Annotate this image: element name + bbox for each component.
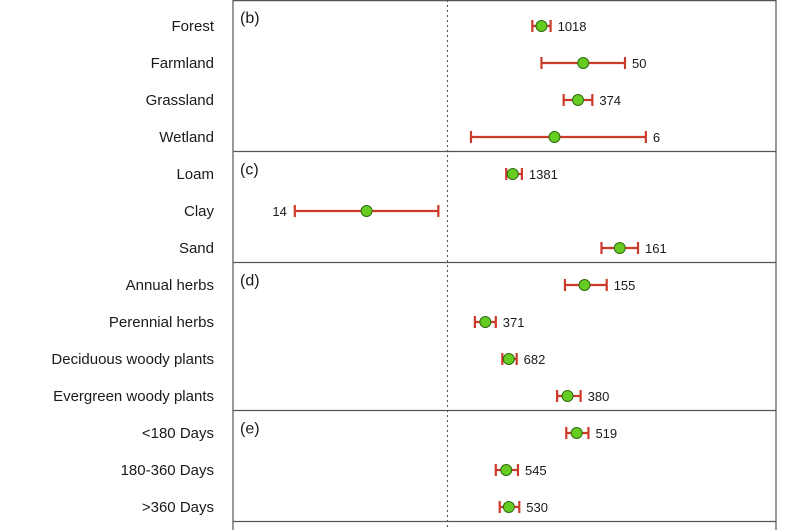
sample-size-label: 155 (614, 278, 636, 293)
sample-size-label: 1018 (558, 19, 587, 34)
category-label: Loam (176, 166, 214, 183)
category-label: Clay (184, 203, 215, 220)
sample-size-label: 50 (632, 56, 646, 71)
effect-point (570, 427, 583, 439)
effect-point (572, 94, 584, 106)
sample-size-label: 161 (645, 241, 667, 256)
sample-size-label: 519 (595, 426, 617, 441)
sample-size-label: 380 (588, 389, 610, 404)
effect-point (561, 390, 574, 402)
panel-label: (e) (240, 421, 260, 438)
category-label: Annual herbs (126, 277, 214, 294)
sample-size-label: 545 (525, 463, 547, 478)
effect-point (577, 57, 590, 69)
sample-size-label: 530 (526, 500, 548, 515)
sample-size-label: 1381 (529, 167, 558, 182)
panel-label: (c) (240, 162, 259, 179)
category-label: Perennial herbs (109, 314, 214, 331)
sample-size-label: 682 (524, 352, 546, 367)
effect-point (502, 353, 515, 365)
effect-point (535, 20, 548, 32)
category-label: 180-360 Days (121, 462, 214, 479)
sample-size-label: 371 (503, 315, 525, 330)
category-label: Evergreen woody plants (53, 388, 214, 405)
category-label: >360 Days (142, 499, 214, 516)
effect-point (479, 316, 492, 328)
category-label: Forest (171, 18, 214, 35)
sample-size-label: 374 (599, 93, 621, 108)
effect-point (502, 501, 515, 513)
category-label: Wetland (159, 129, 214, 146)
category-label: <180 Days (142, 425, 214, 442)
category-label: Deciduous woody plants (51, 351, 214, 368)
effect-point (613, 242, 626, 254)
effect-point (578, 279, 591, 291)
category-label: Grassland (146, 92, 214, 109)
sample-size-label: 14 (272, 204, 286, 219)
category-label: Sand (179, 240, 214, 257)
effect-point (506, 168, 519, 180)
category-label: Farmland (151, 55, 214, 72)
plot-frame: (b)(c)(d)(e)(f) (232, 0, 777, 530)
sample-size-label: 6 (653, 130, 660, 145)
panel-label: (b) (240, 10, 260, 27)
plot-marks: Forest 1018 Farmland 50 Grassland 374 Wetland 6… (51, 18, 666, 516)
effect-point (548, 131, 561, 143)
effect-point (500, 464, 513, 476)
effect-point (360, 205, 373, 217)
panel-label: (d) (240, 273, 260, 290)
